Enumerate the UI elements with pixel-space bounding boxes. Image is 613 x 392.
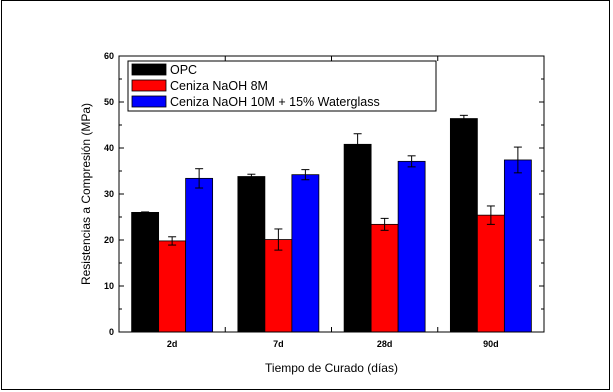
legend-box (127, 60, 437, 112)
bar-1-7d (237, 176, 266, 333)
bar-3-7d (291, 174, 320, 333)
y-tick-label: 10 (104, 281, 114, 291)
y-tick-label: 50 (104, 97, 114, 107)
bar-3-28d (397, 160, 426, 333)
x-axis-title: Tiempo de Curado (días) (265, 361, 398, 375)
y-tick-label: 20 (104, 235, 114, 245)
y-tick-label: 40 (104, 143, 114, 153)
x-tick-label: 28d (377, 339, 393, 349)
bar-2-7d (264, 239, 293, 333)
legend: OPC Ceniza NaOH 8M Ceniza NaOH 10M + 15% W… (127, 60, 437, 112)
bar-2-90d (476, 214, 505, 333)
legend-swatch-3 (131, 95, 167, 108)
bar-1-28d (343, 143, 372, 333)
legend-label-1: OPC (170, 63, 197, 77)
y-tick-label: 0 (109, 327, 114, 337)
x-tick-label: 90d (483, 339, 499, 349)
bar-2-28d (370, 223, 399, 333)
axes-layer: 0 10 20 30 40 50 60 2d 7d 28d 90d (104, 51, 544, 349)
legend-swatch-1 (131, 63, 167, 76)
bar-2-2d (158, 240, 187, 333)
bar-3-90d (503, 159, 532, 333)
x-tick-label: 7d (273, 339, 284, 349)
legend-label-2: Ceniza NaOH 8M (170, 79, 268, 93)
bar-1-2d (131, 211, 160, 333)
bar-3-2d (185, 177, 214, 333)
error-bars-layer (141, 114, 522, 251)
legend-label-3: Ceniza NaOH 10M + 15% Waterglass (170, 95, 380, 109)
x-tick-label: 2d (167, 339, 178, 349)
legend-swatch-2 (131, 79, 167, 92)
y-tick-label: 30 (104, 189, 114, 199)
bar-1-90d (449, 118, 478, 333)
bars-layer (131, 118, 532, 333)
y-tick-label: 60 (104, 51, 114, 61)
y-axis-title: Resistencias a Compresión (MPa) (79, 103, 93, 285)
